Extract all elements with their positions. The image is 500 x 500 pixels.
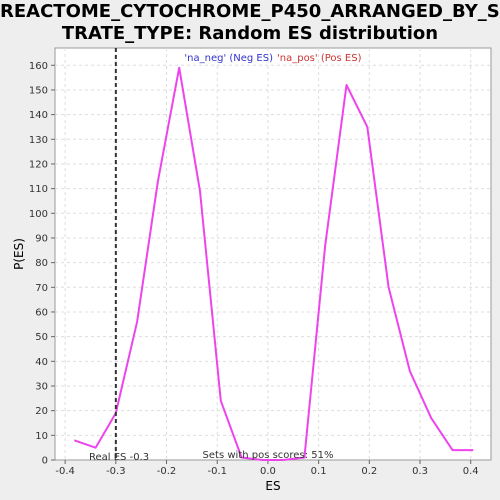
y-tick-label: 30 bbox=[35, 381, 48, 392]
y-tick-label: 0 bbox=[42, 456, 48, 467]
x-tick-label: -0.2 bbox=[157, 466, 177, 477]
real-es-label: Real ES -0.3 bbox=[89, 452, 149, 463]
x-axis-label: ES bbox=[265, 479, 280, 493]
series-group bbox=[73, 66, 474, 461]
y-tick-label: 130 bbox=[29, 135, 48, 146]
y-tick-label: 120 bbox=[29, 159, 48, 170]
chart-title-line-2: TRATE_TYPE: Random ES distribution bbox=[61, 23, 439, 44]
y-tick-label: 140 bbox=[29, 110, 48, 121]
y-tick-label: 60 bbox=[35, 307, 48, 318]
y-tick-label: 40 bbox=[35, 357, 48, 368]
y-tick-label: 150 bbox=[29, 85, 48, 96]
y-tick-label: 110 bbox=[29, 184, 48, 195]
x-tick-label: -0.1 bbox=[207, 466, 227, 477]
x-axis-ticks: -0.4 -0.3 -0.2 -0.1 0.0 0.1 0.2 0.3 0.4 bbox=[55, 460, 479, 477]
y-tick-label: 20 bbox=[35, 406, 48, 417]
y-axis-ticks: 0 10 20 30 40 50 60 70 80 90 100 110 120 130 140 150 160 bbox=[29, 61, 55, 467]
plot-area bbox=[54, 47, 492, 461]
y-tick-label: 10 bbox=[35, 431, 48, 442]
y-tick-label: 80 bbox=[35, 258, 48, 269]
x-tick-label: 0.2 bbox=[361, 466, 377, 477]
y-axis-label: P(ES) bbox=[12, 238, 26, 270]
x-tick-label: 0.1 bbox=[311, 466, 327, 477]
y-tick-label: 70 bbox=[35, 283, 48, 294]
legend-entry-pos: 'na_pos' (Pos ES) bbox=[277, 53, 362, 64]
x-tick-label: 0.3 bbox=[412, 466, 428, 477]
y-tick-label: 90 bbox=[35, 233, 48, 244]
y-tick-label: 100 bbox=[29, 209, 48, 220]
y-tick-label: 160 bbox=[29, 61, 48, 72]
y-tick-label: 50 bbox=[35, 332, 48, 343]
pos-scores-annotation: Sets with pos scores: 51% bbox=[203, 450, 334, 461]
x-tick-label: 0.4 bbox=[463, 466, 479, 477]
chart-title-line-1: REACTOME_CYTOCHROME_P450_ARRANGED_BY_SUB… bbox=[0, 1, 500, 22]
x-tick-label: -0.3 bbox=[106, 466, 126, 477]
series-line bbox=[73, 66, 474, 461]
legend-entry-neg: 'na_neg' (Neg ES) bbox=[184, 53, 273, 64]
x-tick-label: 0.0 bbox=[260, 466, 276, 477]
x-tick-label: -0.4 bbox=[55, 466, 75, 477]
